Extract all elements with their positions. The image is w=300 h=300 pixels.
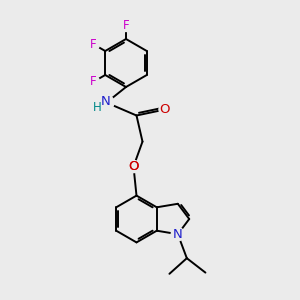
Circle shape [128, 160, 140, 172]
Text: F: F [123, 19, 129, 32]
Text: O: O [160, 103, 170, 116]
Circle shape [171, 228, 184, 241]
Circle shape [88, 76, 100, 88]
Circle shape [128, 160, 140, 172]
Text: O: O [128, 160, 139, 173]
Text: H: H [93, 100, 102, 114]
Circle shape [159, 103, 171, 116]
Circle shape [88, 38, 100, 50]
Circle shape [120, 20, 132, 32]
Text: N: N [101, 94, 111, 108]
Text: F: F [90, 38, 97, 51]
Circle shape [99, 95, 114, 110]
Text: N: N [173, 228, 183, 241]
Text: O: O [128, 160, 139, 173]
Text: F: F [90, 75, 97, 88]
